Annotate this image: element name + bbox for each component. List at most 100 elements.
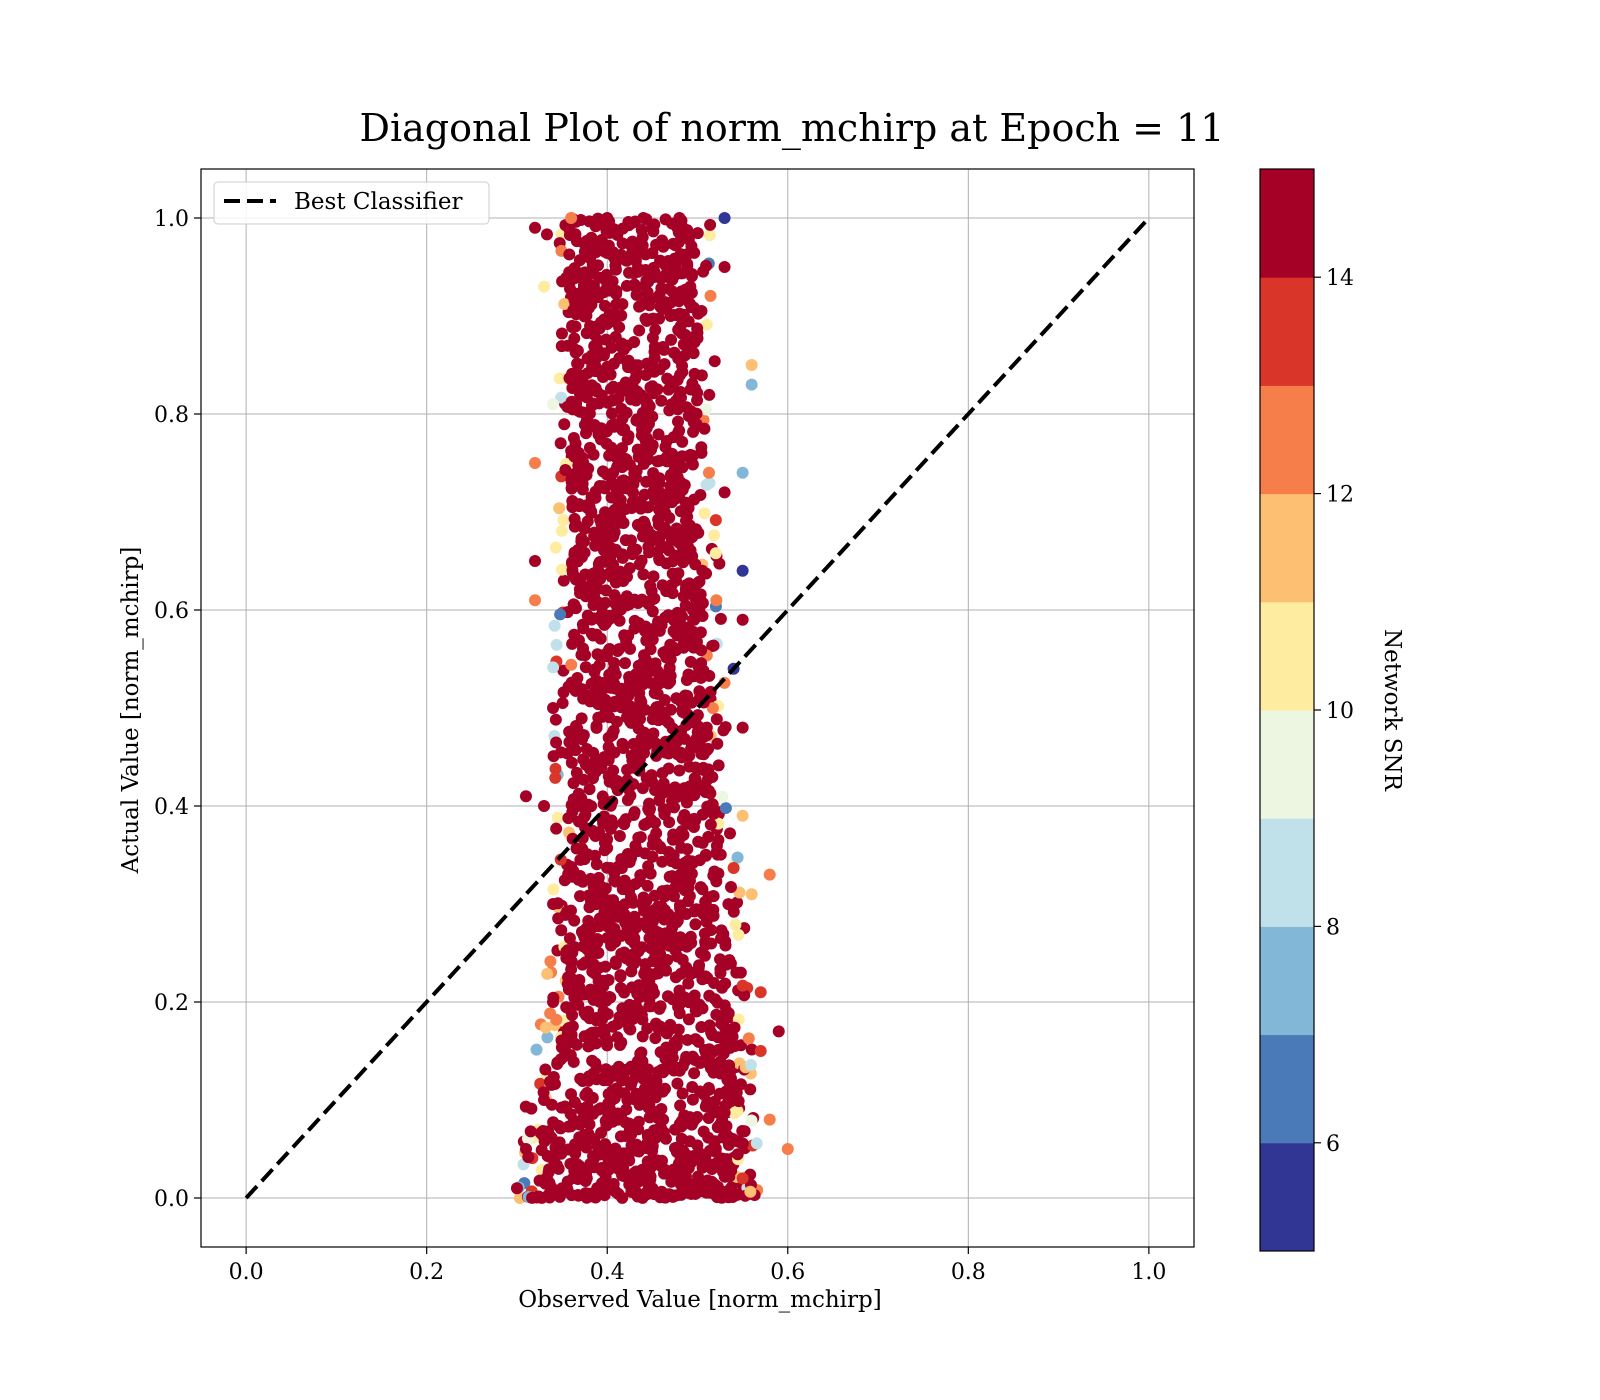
scatter-point [555,563,568,576]
colorbar: 6 8 10 12 14 Network SNR [1259,168,1405,1252]
scatter-point [640,817,653,830]
scatter-point [736,1172,749,1185]
scatter-point [723,954,736,967]
scatter-point [650,827,663,840]
scatter-point [669,451,682,464]
scatter-point [669,781,682,794]
scatter-point [731,1148,744,1161]
scatter-point [694,626,707,639]
scatter-point [586,965,599,978]
scatter-point [654,272,667,285]
scatter-point [736,1124,749,1137]
scatter-point [585,613,598,626]
scatter-point [723,1131,736,1144]
scatter-point [697,763,710,776]
scatter-point [568,940,581,953]
scatter-point [614,1038,627,1051]
scatter-point [578,522,591,535]
scatter-point [745,1043,758,1056]
scatter-point [632,1115,645,1128]
scatter-point [678,809,691,822]
scatter-point [663,1059,676,1072]
scatter-point [565,1088,578,1101]
scatter-point [547,996,560,1008]
scatter-point [692,962,705,975]
scatter-point [562,1143,575,1156]
scatter-point [727,861,740,874]
scatter-point [649,1032,662,1045]
scatter-point [685,936,698,949]
scatter-point [553,502,566,515]
scatter-point [555,1041,568,1054]
scatter-point [711,1121,724,1134]
scatter-point [660,524,673,537]
scatter-point [589,491,602,504]
scatter-point [614,969,627,982]
scatter-point [510,1182,523,1195]
scatter-point [709,514,722,527]
scatter-point [641,501,654,514]
scatter-point [712,759,725,772]
scatter-point [589,246,602,259]
colorbar-bin [1260,493,1314,603]
scatter-point [540,228,553,241]
scatter-point [605,407,618,420]
scatter-point [602,741,615,754]
scatter-point [704,218,717,231]
scatter-point [742,1032,755,1045]
scatter-point [593,696,606,709]
scatter-point [676,359,689,372]
scatter-point [723,1094,736,1107]
scatter-point [547,883,560,896]
scatter-point [572,634,585,647]
scatter-point [651,546,664,559]
scatter-point [570,766,583,779]
scatter-point [620,453,633,466]
scatter-point [526,1191,539,1204]
scatter-point [626,243,639,256]
scatter-point [668,801,681,814]
scatter-point [575,1139,588,1152]
scatter-point [587,687,600,700]
scatter-point [636,782,649,795]
scatter-point [558,298,571,311]
scatter-point [649,1081,662,1094]
scatter-point [659,782,672,795]
scatter-point [750,1137,763,1150]
scatter-point [630,543,643,556]
scatter-point [555,924,568,937]
scatter-point [745,359,758,371]
scatter-point [666,738,679,751]
scatter-point [608,696,621,709]
scatter-point [686,449,699,462]
scatter-point [651,291,664,304]
scatter-point [638,1082,651,1095]
scatter-point [655,1154,668,1167]
scatter-point [687,670,700,683]
scatter-point [548,619,561,632]
scatter-point [618,876,631,889]
scatter-point [728,1021,741,1034]
scatter-point [579,245,592,258]
scatter-point [722,1191,735,1204]
scatter-point [598,810,611,823]
scatter-point [549,771,562,784]
scatter-point [661,1027,674,1040]
scatter-point [619,534,632,547]
scatter-point [565,658,578,671]
scatter-point [719,802,732,815]
scatter-point [668,463,681,476]
scatter-point [646,1182,659,1195]
scatter-point [658,343,671,356]
scatter-point [607,764,620,777]
scatter-point [634,300,647,313]
scatter-point [629,878,642,891]
x-axis-ticks: 0.0 0.2 0.4 0.6 0.8 1.0 [229,1247,1166,1285]
x-tick-label: 0.8 [951,1260,986,1285]
scatter-point [567,1055,580,1068]
scatter-point [621,1094,634,1107]
scatter-point [589,1057,602,1070]
scatter-point [670,574,683,587]
scatter-point [708,977,721,990]
scatter-point [639,369,652,382]
